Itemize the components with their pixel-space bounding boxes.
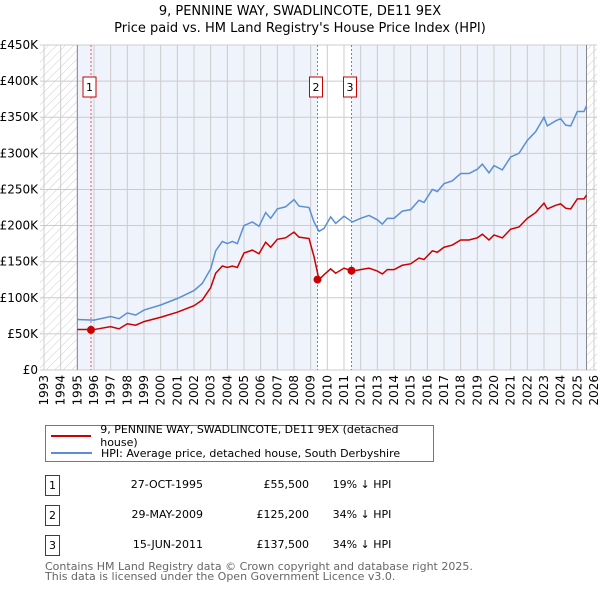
price-chart: 1993 1994 1995 1996 1997 1998 1999 2000 2001 2002… (0, 38, 600, 406)
sale-point (347, 266, 356, 275)
sale-date: 27-OCT-1995 (130, 478, 203, 491)
x-tick-label: 1995 (70, 375, 84, 406)
transaction-row: 2 29-MAY-2009 £125,200 34% ↓ HPI (45, 505, 445, 526)
x-tick-label: 2016 (420, 375, 434, 406)
y-tick-label: £100K (0, 291, 39, 305)
x-tick-label: 2009 (304, 375, 318, 406)
legend-item-hpi: HPI: Average price, detached house, Sout… (46, 445, 400, 461)
sale-point (313, 275, 322, 284)
y-tick-label: £350K (0, 110, 39, 124)
sale-label-box (343, 76, 357, 98)
legend-label: 9, PENNINE WAY, SWADLINCOTE, DE11 9EX (d… (100, 423, 399, 449)
x-tick-label: 2019 (470, 375, 484, 406)
x-tick-label: 1999 (137, 375, 151, 406)
sale-price: £137,500 (256, 538, 310, 551)
x-tick-label: 2015 (404, 375, 418, 406)
marker-badge: 3 (45, 535, 60, 556)
hpi-diff: 34% ↓ HPI (332, 508, 392, 521)
legend-label: HPI: Average price, detached house, Sout… (101, 446, 401, 460)
series-line (77, 194, 588, 331)
x-tick-label: 1997 (104, 375, 118, 406)
series-line (77, 105, 588, 321)
y-tick-label: £300K (0, 146, 39, 160)
x-tick-label: 1993 (37, 375, 51, 406)
transaction-row: 1 27-OCT-1995 £55,500 19% ↓ HPI (45, 475, 445, 496)
x-tick-label: 1994 (54, 375, 68, 406)
y-tick-label: £50K (7, 327, 39, 341)
sale-date: 29-MAY-2009 (131, 508, 203, 521)
hatched-region (586, 45, 597, 370)
y-tick-label: £0 (23, 363, 38, 377)
hatched-region (40, 45, 78, 370)
x-tick-label: 2014 (387, 375, 401, 406)
sale-point (87, 325, 95, 334)
chart-subtitle: Price paid vs. HM Land Registry's House … (114, 21, 486, 36)
x-tick-label: 2012 (354, 375, 368, 406)
x-tick-label: 1998 (120, 375, 134, 406)
hpi-diff: 34% ↓ HPI (332, 538, 392, 551)
footer-copyright: Contains HM Land Registry data © Crown c… (45, 560, 473, 573)
x-tick-label: 2005 (237, 375, 251, 406)
x-tick-label: 2021 (504, 375, 518, 406)
legend-swatch-red (51, 435, 92, 437)
y-tick-label: £450K (0, 38, 39, 52)
legend-swatch-blue (51, 452, 92, 454)
x-tick-label: 2000 (154, 375, 168, 406)
y-tick-label: £400K (0, 74, 39, 88)
x-tick-label: 1996 (87, 375, 101, 406)
sale-date: 15-JUN-2011 (132, 538, 203, 551)
x-tick-label: 2007 (270, 375, 284, 406)
x-tick-label: 2024 (554, 375, 568, 406)
x-tick-label: 2013 (370, 375, 384, 406)
sale-label-box (309, 76, 323, 98)
sale-price: £55,500 (263, 478, 310, 491)
y-tick-label: £200K (0, 219, 39, 233)
x-tick-label: 2026 (587, 375, 600, 406)
x-tick-label: 2001 (170, 375, 184, 406)
y-tick-label: £150K (0, 255, 39, 269)
x-tick-label: 2025 (570, 375, 584, 406)
x-tick-label: 2022 (520, 375, 534, 406)
x-tick-label: 2018 (454, 375, 468, 406)
footer-licence: This data is licensed under the Open Gov… (45, 570, 396, 583)
sale-price: £125,200 (256, 508, 310, 521)
y-tick-label: £250K (0, 182, 39, 196)
sale-label: 1 (86, 81, 93, 94)
marker-badge: 2 (45, 505, 60, 526)
legend-item-property: 9, PENNINE WAY, SWADLINCOTE, DE11 9EX (d… (46, 423, 433, 449)
x-tick-label: 2020 (487, 375, 501, 406)
x-tick-label: 2023 (537, 375, 551, 406)
x-tick-label: 2006 (254, 375, 268, 406)
transaction-row: 3 15-JUN-2011 £137,500 34% ↓ HPI (45, 535, 445, 556)
marker-badge: 1 (45, 475, 60, 496)
chart-title: 9, PENNINE WAY, SWADLINCOTE, DE11 9EX (158, 4, 442, 19)
legend: 9, PENNINE WAY, SWADLINCOTE, DE11 9EX (d… (45, 423, 434, 462)
x-tick-label: 2010 (320, 375, 334, 406)
x-tick-label: 2004 (220, 375, 234, 406)
x-tick-label: 2017 (437, 375, 451, 406)
hpi-diff: 19% ↓ HPI (332, 478, 392, 491)
sale-label: 2 (313, 81, 320, 94)
x-tick-label: 2002 (187, 375, 201, 406)
x-tick-label: 2011 (337, 375, 351, 406)
sale-label-box (82, 76, 97, 98)
x-tick-label: 2008 (287, 375, 301, 406)
sale-label: 3 (347, 81, 354, 94)
x-tick-label: 2003 (204, 375, 218, 406)
